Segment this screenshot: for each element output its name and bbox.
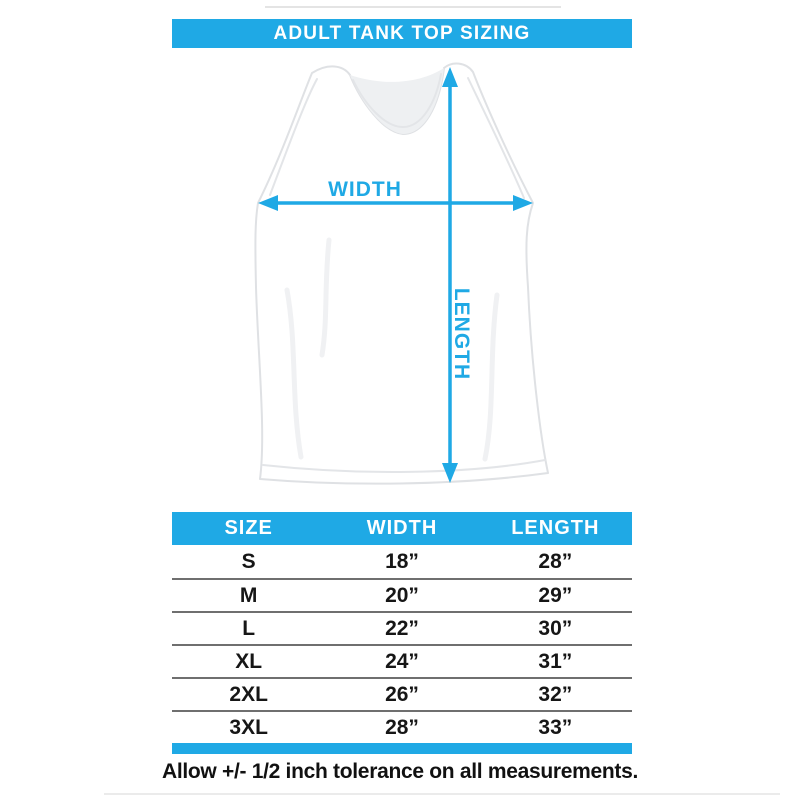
table-row: M 20” 29” bbox=[172, 578, 632, 611]
width-cell: 28” bbox=[385, 715, 419, 739]
col-header-length: LENGTH bbox=[511, 517, 600, 539]
size-cell: S bbox=[241, 549, 256, 573]
length-cell: 31” bbox=[538, 649, 573, 673]
length-cell: 28” bbox=[538, 549, 573, 573]
size-cell: L bbox=[242, 616, 256, 640]
length-cell: 32” bbox=[538, 682, 573, 706]
table-bottom-bar bbox=[172, 743, 632, 754]
table-row: L 22” 30” bbox=[172, 611, 632, 644]
size-cell: 2XL bbox=[229, 682, 268, 706]
table-row: XL 24” 31” bbox=[172, 644, 632, 677]
width-cell: 26” bbox=[385, 682, 419, 706]
table-row: 3XL 28” 33” bbox=[172, 710, 632, 743]
table-row: 2XL 26” 32” bbox=[172, 677, 632, 710]
width-cell: 20” bbox=[385, 583, 419, 607]
size-table: SIZE WIDTH LENGTH S 18” 28” M 20” 29” L … bbox=[172, 512, 632, 754]
col-header-size: SIZE bbox=[224, 517, 273, 539]
tank-top-illustration bbox=[254, 62, 549, 485]
width-arrow bbox=[258, 195, 533, 211]
tank-top-diagram: WIDTH LENGTH bbox=[254, 62, 549, 485]
tolerance-note: Allow +/- 1/2 inch tolerance on all meas… bbox=[161, 760, 639, 783]
length-cell: 30” bbox=[538, 616, 573, 640]
width-cell: 18” bbox=[385, 549, 419, 573]
table-header-row: SIZE WIDTH LENGTH bbox=[172, 512, 632, 545]
length-cell: 33” bbox=[538, 715, 573, 739]
length-dimension-label: LENGTH bbox=[450, 288, 473, 380]
table-row: S 18” 28” bbox=[172, 545, 632, 578]
width-dimension-label: WIDTH bbox=[328, 178, 402, 201]
size-cell: M bbox=[239, 583, 258, 607]
page-title: ADULT TANK TOP SIZING bbox=[172, 19, 632, 48]
size-cell: XL bbox=[235, 649, 263, 673]
width-cell: 24” bbox=[385, 649, 419, 673]
length-cell: 29” bbox=[538, 583, 573, 607]
width-cell: 22” bbox=[385, 616, 419, 640]
bottom-divider bbox=[104, 793, 780, 795]
col-header-width: WIDTH bbox=[366, 517, 438, 539]
top-divider bbox=[265, 6, 561, 8]
size-cell: 3XL bbox=[229, 715, 268, 739]
length-arrow bbox=[442, 67, 458, 483]
